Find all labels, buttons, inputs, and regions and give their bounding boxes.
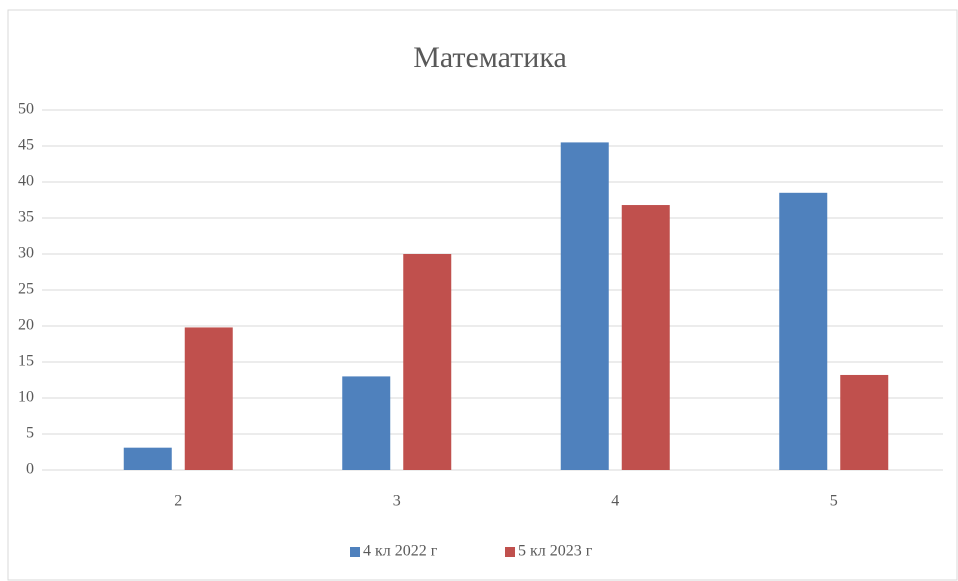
y-tick-label: 5 xyxy=(26,425,34,442)
y-tick-label: 35 xyxy=(18,209,34,226)
bar xyxy=(123,447,172,470)
bar xyxy=(779,192,828,471)
legend-label: 5 кл 2023 г xyxy=(518,543,593,560)
x-tick-label: 4 xyxy=(611,493,619,510)
y-tick-label: 50 xyxy=(18,101,34,118)
bar xyxy=(621,205,670,471)
x-tick-label: 3 xyxy=(393,493,401,510)
bar xyxy=(560,142,609,470)
bar xyxy=(184,327,233,470)
legend-label: 4 кл 2022 г xyxy=(363,543,438,560)
y-tick-label: 0 xyxy=(26,461,34,478)
x-tick-label: 2 xyxy=(174,493,182,510)
y-tick-label: 20 xyxy=(18,317,34,334)
y-tick-label: 15 xyxy=(18,353,34,370)
y-tick-label: 25 xyxy=(18,281,34,298)
bar xyxy=(342,376,391,470)
bar xyxy=(403,254,452,470)
bar xyxy=(840,374,889,470)
y-tick-label: 40 xyxy=(18,173,34,190)
y-tick-label: 10 xyxy=(18,389,34,406)
x-tick-label: 5 xyxy=(830,493,838,510)
chart-title: Математика xyxy=(413,41,567,74)
legend-swatch xyxy=(505,547,515,557)
legend-swatch xyxy=(350,547,360,557)
y-tick-label: 30 xyxy=(18,245,34,262)
y-tick-label: 45 xyxy=(18,137,34,154)
